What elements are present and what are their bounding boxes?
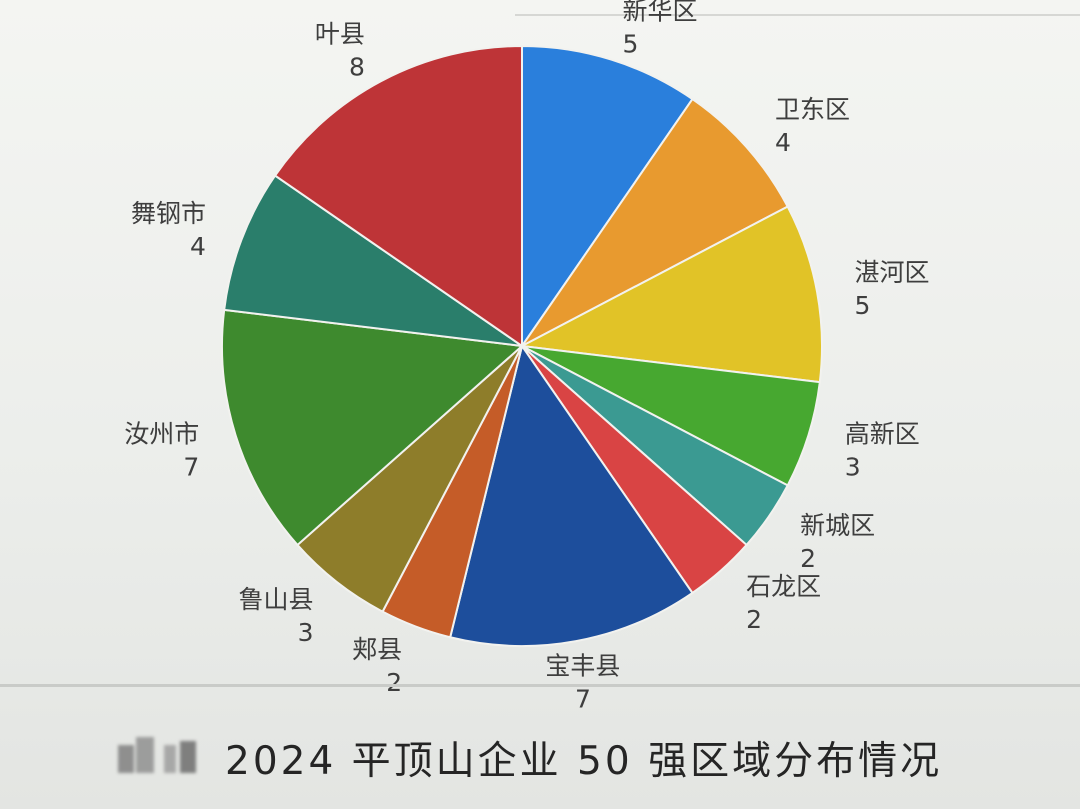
slice-label-value: 4	[775, 128, 791, 157]
slice-label-value: 4	[190, 232, 206, 261]
slice-label-name: 宝丰县	[545, 651, 620, 680]
pie-slice	[221, 308, 525, 547]
slice-label-value: 3	[298, 618, 314, 647]
slice-label-name: 舞钢市	[131, 199, 206, 228]
pie-slice	[521, 44, 694, 350]
chart-caption-divider	[0, 684, 1080, 687]
pie-slice	[518, 205, 823, 384]
pie-slice	[448, 343, 694, 647]
pie-slice	[223, 174, 523, 347]
pie-slice	[521, 97, 789, 347]
pie-slices	[221, 44, 823, 647]
chart-caption: 2024 平顶山企业 50 强区域分布情况	[225, 739, 943, 784]
caption-area: 2024 平顶山企业 50 强区域分布情况	[0, 705, 1080, 795]
slice-label-name: 叶县	[315, 20, 365, 49]
slice-label-value: 7	[575, 684, 591, 713]
slice-label-value: 5	[623, 29, 639, 58]
blurred-label-icon	[118, 737, 200, 775]
slice-label-value: 2	[746, 605, 762, 634]
slice-label-name: 新华区	[623, 0, 698, 25]
pie-slice	[273, 44, 523, 348]
slice-label-name: 卫东区	[775, 95, 850, 124]
top-divider	[515, 14, 1080, 16]
slice-label-name: 湛河区	[854, 258, 929, 287]
slice-label-value: 8	[349, 53, 365, 82]
slice-label-name: 石龙区	[746, 572, 821, 601]
slice-label-name: 鲁山县	[239, 585, 314, 614]
slice-label-value: 5	[854, 291, 870, 320]
chart-panel: 新华区 5 卫东区 4 湛河区 5 高新区 3 新城区 2 石龙区 2 宝丰县 7 郏县 2 鲁山县 3 汝州市 7 舞…	[124, 0, 929, 713]
slice-label-value: 2	[386, 668, 402, 697]
pie-labels: 新华区5卫东区4湛河区5高新区3新城区2石龙区2宝丰县7郏县2鲁山县3汝州市7舞…	[124, 0, 929, 713]
slice-label-value: 3	[845, 453, 861, 482]
slice-label-name: 高新区	[845, 420, 920, 449]
slice-label-name: 新城区	[800, 511, 875, 540]
slice-label-name: 汝州市	[124, 420, 199, 449]
slice-label-value: 7	[183, 453, 199, 482]
pie-chart: 新华区5卫东区4湛河区5高新区3新城区2石龙区2宝丰县7郏县2鲁山县3汝州市7舞…	[124, 0, 929, 713]
slice-label-value: 2	[800, 544, 816, 573]
slice-label-name: 郏县	[352, 635, 402, 664]
